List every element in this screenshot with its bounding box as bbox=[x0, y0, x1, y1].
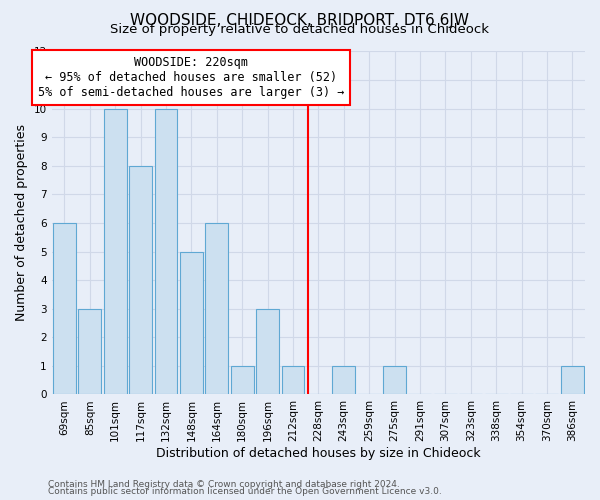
Text: Contains public sector information licensed under the Open Government Licence v3: Contains public sector information licen… bbox=[48, 487, 442, 496]
Text: Size of property relative to detached houses in Chideock: Size of property relative to detached ho… bbox=[110, 22, 490, 36]
Bar bbox=[561, 366, 584, 394]
Bar bbox=[129, 166, 152, 394]
Bar bbox=[180, 252, 203, 394]
Bar bbox=[79, 308, 101, 394]
Bar bbox=[231, 366, 254, 394]
Bar bbox=[256, 308, 279, 394]
Y-axis label: Number of detached properties: Number of detached properties bbox=[15, 124, 28, 322]
Bar bbox=[104, 108, 127, 395]
X-axis label: Distribution of detached houses by size in Chideock: Distribution of detached houses by size … bbox=[156, 447, 481, 460]
Bar bbox=[53, 223, 76, 394]
Bar bbox=[205, 223, 228, 394]
Text: WOODSIDE, CHIDEOCK, BRIDPORT, DT6 6JW: WOODSIDE, CHIDEOCK, BRIDPORT, DT6 6JW bbox=[131, 12, 470, 28]
Bar bbox=[155, 108, 178, 395]
Bar bbox=[332, 366, 355, 394]
Text: Contains HM Land Registry data © Crown copyright and database right 2024.: Contains HM Land Registry data © Crown c… bbox=[48, 480, 400, 489]
Bar bbox=[383, 366, 406, 394]
Bar bbox=[281, 366, 304, 394]
Text: WOODSIDE: 220sqm
← 95% of detached houses are smaller (52)
5% of semi-detached h: WOODSIDE: 220sqm ← 95% of detached house… bbox=[38, 56, 344, 99]
